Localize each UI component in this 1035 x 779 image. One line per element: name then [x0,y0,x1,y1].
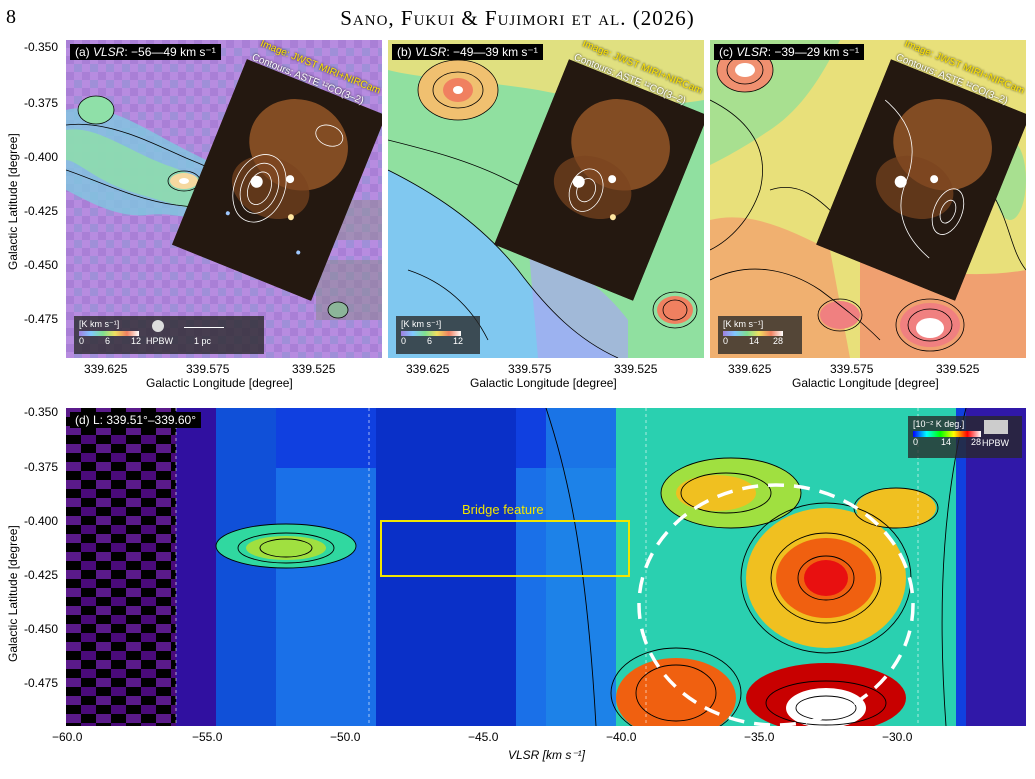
top-xtick-c: 339.575 [830,362,874,376]
bridge-feature-box [380,520,630,577]
colorbar-d-unit: [10⁻² K deg.] [913,419,965,429]
colorbar-c: [K km s⁻¹] 0 14 28 [718,316,802,354]
bottom-xtick: −30.0 [882,730,913,744]
colorbar-d-ramp [913,431,981,437]
top-xlabel-b: Galactic Longitude [degree] [470,376,617,390]
top-xlabel-c: Galactic Longitude [degree] [792,376,939,390]
page-number: 8 [6,6,16,28]
top-ytick: -0.400 [24,150,59,164]
colorbar-b-tick: 12 [453,336,464,346]
running-title: Sano, Fukui & Fujimori et al. (2026) [340,6,695,30]
bottom-xlabel: VLSR [km s⁻¹] [508,748,586,762]
bottom-xtick: −50.0 [330,730,361,744]
colorbar-a: [K km s⁻¹] 0 6 12 HPBW 1 pc [74,316,264,354]
panel-c-tag: (c) VLSR: −39—29 km s⁻¹ [714,44,865,60]
top-xtick-a: 339.625 [84,362,128,376]
colorbar-a-ramp [79,331,139,336]
jwst-inset-a [172,59,382,301]
shell-ellipse [637,483,915,726]
page-header: 8 Sano, Fukui & Fujimori et al. (2026) [0,0,1035,40]
hpbw-label-d: HPBW [982,438,1009,448]
colorbar-a-tick: 6 [105,336,111,346]
panel-d-tag: (d) L: 339.51°–339.60° [70,412,202,428]
top-ytick: -0.450 [24,258,59,272]
bridge-feature-label: Bridge feature [462,502,544,517]
top-ytick: -0.350 [24,40,59,54]
bottom-ytick: -0.475 [24,676,59,690]
jwst-image-a [172,59,382,301]
top-ytick: -0.375 [24,96,59,110]
scalebar-a-label: 1 pc [194,336,212,346]
colorbar-d-tick: 28 [971,437,982,447]
bottom-ytick: -0.425 [24,568,59,582]
colorbar-b-unit: [K km s⁻¹] [401,319,442,329]
jwst-image-c [816,59,1026,301]
top-ylabel: Galactic Latitude [degree] [6,133,20,270]
top-xlabel-a: Galactic Longitude [degree] [146,376,293,390]
top-ytick: -0.475 [24,312,59,326]
jwst-inset-b [494,59,704,301]
top-xtick-c: 339.525 [936,362,980,376]
colorbar-c-tick: 0 [723,336,729,346]
colorbar-d-tick: 0 [913,437,919,447]
panel-a-tag: (a) VLSR: −56—49 km s⁻¹ [70,44,221,60]
colorbar-a-tick: 12 [131,336,142,346]
bottom-ylabel: Galactic Latitude [degree] [6,525,20,662]
bottom-ytick: -0.450 [24,622,59,636]
colorbar-a-unit: [K km s⁻¹] [79,319,120,329]
jwst-image-b [494,59,704,301]
panel-a: (a) VLSR: −56—49 km s⁻¹ Image: JWST MIRI… [66,40,382,358]
top-xtick-b: 339.525 [614,362,658,376]
colorbar-c-unit: [K km s⁻¹] [723,319,764,329]
colorbar-c-tick: 28 [773,336,784,346]
colorbar-b-tick: 0 [401,336,407,346]
top-ytick: -0.425 [24,204,59,218]
panel-d-pv-diagram [66,408,1026,726]
bottom-ytick: -0.375 [24,460,59,474]
colorbar-b-ramp [401,331,461,336]
top-xtick-a: 339.525 [292,362,336,376]
colorbar-b: [K km s⁻¹] 0 6 12 [396,316,480,354]
hpbw-beam-a [152,320,164,332]
top-xtick-a: 339.575 [186,362,230,376]
panel-b: (b) VLSR: −49—39 km s⁻¹ Image: JWST MIRI… [388,40,704,358]
colorbar-c-tick: 14 [749,336,760,346]
bottom-xtick: −40.0 [606,730,637,744]
bottom-xtick: −55.0 [192,730,223,744]
jwst-inset-c [816,59,1026,301]
panel-d: (d) L: 339.51°–339.60° Bridge feature [1… [66,408,1026,726]
colorbar-b-tick: 6 [427,336,433,346]
panel-b-tag: (b) VLSR: −49—39 km s⁻¹ [392,44,543,60]
panel-c: (c) VLSR: −39—29 km s⁻¹ Image: JWST MIRI… [710,40,1026,358]
bottom-ytick: -0.350 [24,405,59,419]
colorbar-c-ramp [723,331,783,336]
bottom-xtick: −60.0 [52,730,83,744]
top-xtick-b: 339.575 [508,362,552,376]
bottom-xtick: −45.0 [468,730,499,744]
top-xtick-c: 339.625 [728,362,772,376]
hpbw-beam-d [984,420,1008,434]
bottom-ytick: -0.400 [24,514,59,528]
bottom-xtick: −35.0 [744,730,775,744]
scalebar-a [184,327,224,328]
top-xtick-b: 339.625 [406,362,450,376]
colorbar-d-tick: 14 [941,437,952,447]
colorbar-d: [10⁻² K deg.] 0 14 28 HPBW [908,416,1022,458]
colorbar-a-tick: 0 [79,336,85,346]
hpbw-label-a: HPBW [146,336,173,346]
